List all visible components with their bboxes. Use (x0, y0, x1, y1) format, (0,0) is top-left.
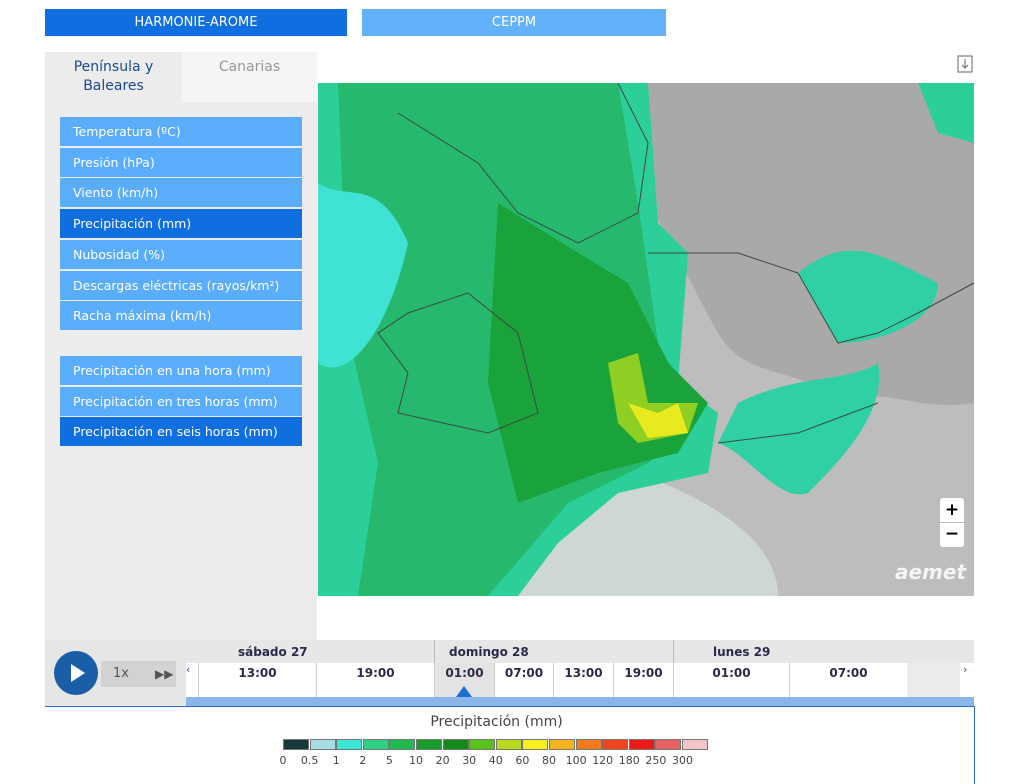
time-marker (456, 686, 472, 697)
legend-label: 0 (279, 754, 287, 767)
legend-swatch (655, 739, 682, 750)
speed[interactable]: 1x (101, 661, 176, 687)
legend-label: 1 (332, 754, 340, 767)
legend-label: 2 (359, 754, 367, 767)
menu-item[interactable]: Nubosidad (%) (60, 239, 302, 269)
map[interactable] (318, 83, 974, 596)
legend-swatch (283, 739, 309, 750)
zoom-in[interactable]: + (940, 498, 964, 522)
time-cell[interactable]: 13:00 (198, 663, 316, 697)
legend-label: 180 (618, 754, 640, 767)
legend-label: 80 (542, 754, 556, 767)
legend-swatch (495, 739, 522, 750)
time-row-end (907, 663, 960, 697)
legend-label: 20 (435, 754, 450, 767)
day-label: sábado 27 (238, 645, 308, 659)
menu-item[interactable]: Precipitación en tres horas (mm) (60, 386, 302, 416)
legend-swatch (389, 739, 416, 750)
timeline-border (45, 706, 975, 784)
scroll-left[interactable]: ‹ (186, 663, 191, 676)
model-button[interactable]: CEPPM (362, 9, 666, 36)
day-separator (434, 640, 435, 663)
time-cell[interactable]: 13:00 (553, 663, 613, 697)
legend-swatch (549, 739, 575, 750)
legend-label: 100 (565, 754, 587, 767)
menu-item[interactable]: Precipitación en una hora (mm) (60, 356, 302, 385)
legend-label: 120 (592, 754, 614, 767)
legend-swatch (628, 739, 655, 750)
legend-swatch (309, 739, 336, 750)
menu-item[interactable]: Descargas eléctricas (rayos/km²) (60, 270, 302, 300)
legend-swatch (682, 739, 708, 750)
time-cell[interactable]: 07:00 (789, 663, 907, 697)
legend-label: 30 (462, 754, 477, 767)
model-button[interactable]: HARMONIE-AROME (45, 9, 347, 36)
tab[interactable]: Canarias (182, 52, 317, 102)
legend-label: 300 (672, 754, 693, 767)
legend-swatch (469, 739, 496, 750)
time-cell[interactable]: 01:00 (434, 663, 494, 697)
logo: aemet (895, 560, 967, 584)
legend-swatch (416, 739, 442, 750)
scrollbar[interactable] (186, 697, 974, 706)
menu-item[interactable]: Precipitación (mm) (60, 209, 302, 239)
speed-arrows[interactable]: ▶▶ (155, 667, 174, 681)
legend-swatch (522, 739, 549, 750)
legend-label: 250 (645, 754, 667, 767)
menu-item[interactable]: Viento (km/h) (60, 178, 302, 208)
legend-swatch (442, 739, 469, 750)
play-button[interactable] (54, 651, 98, 695)
legend-swatch (602, 739, 629, 750)
legend-label: 10 (409, 754, 423, 767)
tab[interactable]: Península y Baleares (45, 52, 182, 102)
legend-title: Precipitación (mm) (430, 714, 563, 730)
menu-item[interactable]: Presión (hPa) (60, 147, 302, 177)
play-icon (71, 664, 85, 682)
menu-item[interactable]: Temperatura (ºC) (60, 117, 302, 146)
time-cell[interactable]: 19:00 (316, 663, 434, 697)
legend-swatch (362, 739, 389, 750)
day-label: lunes 29 (713, 645, 771, 659)
time-cell[interactable]: 01:00 (673, 663, 789, 697)
legend-swatch (336, 739, 363, 750)
menu-item[interactable]: Racha máxima (km/h) (60, 301, 302, 331)
legend-label: 40 (488, 754, 503, 767)
day-separator (673, 640, 674, 663)
time-cell[interactable]: 19:00 (613, 663, 673, 697)
legend-label: 5 (385, 754, 393, 767)
time-cell[interactable]: 07:00 (494, 663, 553, 697)
legend-label: 60 (515, 754, 530, 767)
day-label: domingo 28 (449, 645, 529, 659)
legend-label: 0.5 (300, 754, 319, 767)
zoom-out[interactable]: − (940, 523, 964, 547)
legend-swatch (575, 739, 602, 750)
day-row (186, 640, 974, 663)
download-icon[interactable] (957, 55, 973, 73)
scroll-right[interactable]: › (963, 663, 968, 676)
menu-item[interactable]: Precipitación en seis horas (mm) (60, 417, 302, 447)
